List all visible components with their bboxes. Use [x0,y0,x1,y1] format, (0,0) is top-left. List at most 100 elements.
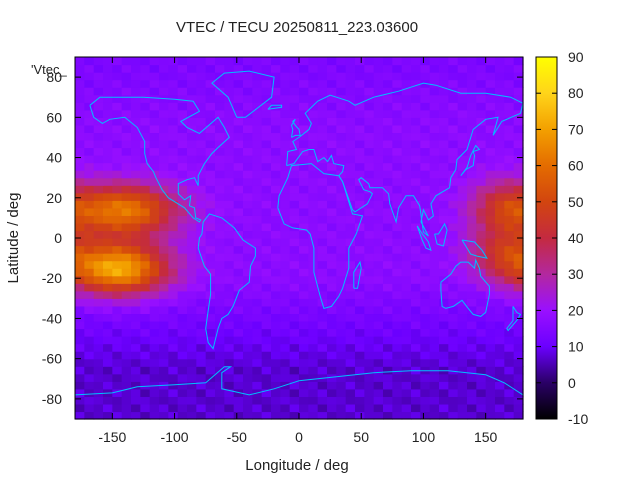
heatmap-cell [495,358,505,367]
heatmap-cell [336,200,347,209]
heatmap-cell [93,328,104,337]
heatmap-cell [84,185,95,194]
heatmap-cell [75,79,85,88]
heatmap-cell [429,358,440,367]
heatmap-cell [439,94,449,103]
heatmap-cell [131,230,141,239]
heatmap-cell [159,358,169,367]
heatmap-cell [364,162,375,171]
heatmap-cell [159,313,169,322]
heatmap-cell [112,192,123,201]
heatmap-cell [233,290,244,299]
heatmap-cell [233,328,244,337]
heatmap-cell [485,238,496,247]
heatmap-cell [392,230,403,239]
heatmap-cell [280,222,291,232]
heatmap-cell [168,177,179,186]
heatmap-cell [373,298,384,307]
heatmap-cell [383,192,393,201]
heatmap-cell [420,373,431,382]
heatmap-cell [168,57,179,66]
heatmap-cell [420,200,431,209]
heatmap-cell [439,200,449,209]
heatmap-cell [299,117,309,126]
heatmap-cell [513,298,524,307]
heatmap-cell [215,57,225,66]
heatmap-cell [149,366,160,375]
heatmap-cell [215,351,225,360]
heatmap-cell [131,411,141,420]
heatmap-cell [327,87,337,96]
heatmap-cell [205,109,216,118]
heatmap-cell [233,396,244,405]
heatmap-cell [177,381,188,390]
heatmap-cell [336,79,347,88]
heatmap-cell [84,290,95,299]
heatmap-cell [495,94,505,103]
heatmap-cell [252,170,263,179]
heatmap-cell [103,411,113,420]
heatmap-cell [93,275,104,284]
heatmap-cell [84,313,95,322]
heatmap-cell [345,388,356,397]
heatmap-cell [103,238,113,247]
heatmap-cell [233,253,244,262]
heatmap-cell [103,260,113,269]
heatmap-cell [420,64,431,73]
heatmap-cell [308,358,319,367]
heatmap-cell [177,305,188,315]
heatmap-cell [93,222,104,232]
heatmap-cell [457,351,468,360]
heatmap-cell [513,79,524,88]
heatmap-cell [149,260,160,269]
heatmap-cell [364,147,375,156]
heatmap-cell [457,358,468,367]
heatmap-cell [336,177,347,186]
heatmap-cell [373,177,384,186]
heatmap-cell [317,328,328,337]
heatmap-cell [401,117,412,126]
heatmap-cell [177,200,188,209]
heatmap-cell [196,366,207,375]
heatmap-cell [215,155,225,164]
heatmap-cell [336,320,347,330]
heatmap-cell [317,305,328,315]
heatmap-cell [373,147,384,156]
heatmap-cell [271,162,281,171]
heatmap-cell [383,268,393,277]
heatmap-cell [140,87,151,96]
heatmap-cell [513,170,524,179]
heatmap-cell [168,72,179,81]
heatmap-cell [308,411,319,420]
heatmap-cell [233,238,244,247]
heatmap-cell [289,117,300,126]
heatmap-cell [289,132,300,141]
heatmap-cell [112,230,123,239]
heatmap-cell [429,147,440,156]
heatmap-cell [504,222,515,232]
heatmap-cell [149,124,160,134]
heatmap-cell [233,320,244,330]
heatmap-cell [224,343,235,352]
heatmap-cell [476,170,487,179]
heatmap-cell [103,64,113,73]
heatmap-cell [317,411,328,420]
heatmap-cell [345,132,356,141]
heatmap-cell [401,162,412,171]
heatmap-cell [355,57,365,66]
heatmap-cell [392,336,403,345]
heatmap-cell [215,290,225,299]
heatmap-cell [317,102,328,111]
heatmap-cell [411,79,421,88]
heatmap-cell [131,388,141,397]
x-axis-label: Longitude / deg [245,457,348,474]
heatmap-cell [439,268,449,277]
heatmap-cell [317,177,328,186]
x-tick-label: 150 [474,429,498,445]
heatmap-cell [420,381,431,390]
heatmap-cell [215,117,225,126]
heatmap-cell [112,388,123,397]
heatmap-cell [84,275,95,284]
heatmap-cell [467,245,477,254]
heatmap-cell [401,109,412,118]
